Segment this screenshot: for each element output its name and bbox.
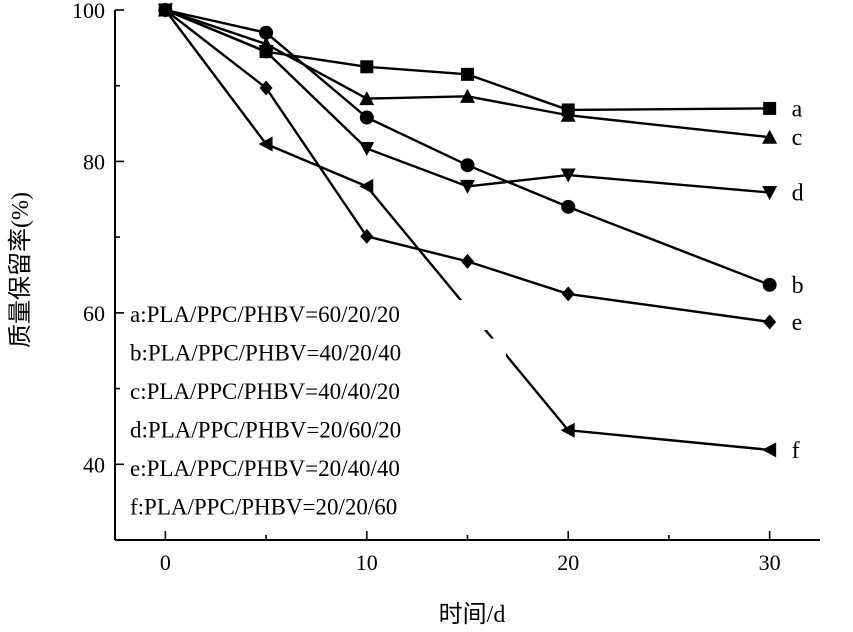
data-point-d: [460, 179, 475, 194]
legend-background: [126, 377, 506, 407]
data-point-b: [460, 158, 475, 173]
data-point-b: [762, 277, 777, 292]
data-point-b: [359, 110, 374, 125]
x-axis-title: 时间/d: [439, 601, 506, 628]
series-f: f: [157, 2, 800, 464]
data-point-f: [258, 136, 273, 152]
data-point-d: [762, 185, 778, 200]
data-point-e: [360, 228, 374, 244]
data-point-d: [258, 45, 274, 60]
legend-entry-d: d:PLA/PPC/PHBV=20/60/20: [130, 418, 401, 443]
y-tick-label: 40: [83, 452, 105, 477]
data-point-e: [461, 253, 474, 269]
y-axis-title: 质量保留率(%): [7, 192, 34, 348]
series-label-b: b: [792, 273, 804, 299]
series-line-b: [165, 8, 771, 286]
y-tick-label: 60: [83, 301, 105, 326]
series-label-e: e: [792, 310, 803, 336]
series-label-c: c: [792, 125, 803, 151]
legend-background: [126, 338, 506, 369]
data-point-f: [157, 2, 172, 18]
data-point-b: [259, 25, 274, 40]
legend-entry-c: c:PLA/PPC/PHBV=40/40/20: [130, 379, 400, 404]
x-tick-label: 20: [557, 550, 579, 575]
data-point-c: [460, 88, 475, 103]
data-point-e: [561, 286, 575, 302]
data-point-a: [360, 60, 374, 74]
series-group: a b c d e f: [157, 2, 804, 464]
series-line-c: [164, 8, 770, 139]
data-point-d: [359, 142, 375, 157]
series-label-f: f: [792, 438, 800, 464]
y-tick-label: 80: [83, 149, 105, 174]
legend-entry-a: a:PLA/PPC/PHBV=60/20/20: [130, 302, 400, 327]
legend-background: [126, 492, 506, 523]
legend-entry-f: f:PLA/PPC/PHBV=20/20/60: [130, 495, 397, 520]
series-line-d: [164, 8, 770, 194]
legend: a:PLA/PPC/PHBV=60/20/20 b:PLA/PPC/PHBV=40…: [126, 300, 506, 523]
legend-entry-b: b:PLA/PPC/PHBV=40/20/40: [130, 341, 401, 366]
x-tick-label: 30: [759, 550, 781, 575]
data-point-f: [762, 442, 777, 458]
data-point-f: [560, 422, 575, 438]
data-point-e: [259, 80, 273, 96]
series-label-a: a: [792, 96, 803, 122]
legend-entry-e: e:PLA/PPC/PHBV=20/40/40: [130, 456, 400, 481]
x-tick-label: 10: [356, 550, 378, 575]
series-label-d: d: [792, 180, 804, 206]
axes: 0 10 20 30 40 60 80 100: [72, 0, 820, 575]
data-point-f: [359, 178, 374, 194]
data-point-c: [359, 91, 375, 106]
data-point-e: [763, 314, 777, 330]
legend-background: [126, 454, 506, 484]
series-c: c: [157, 2, 803, 151]
data-point-c: [560, 107, 576, 122]
legend-background: [126, 300, 506, 330]
series-d: d: [157, 3, 804, 206]
data-point-d: [560, 168, 576, 183]
series-a: a: [158, 3, 803, 122]
data-point-a: [461, 67, 474, 81]
legend-background: [126, 415, 506, 446]
series-e: e: [158, 2, 803, 336]
x-tick-label: 0: [160, 550, 171, 575]
data-point-c: [762, 129, 778, 144]
data-point-a: [763, 101, 777, 115]
data-point-b: [561, 199, 576, 214]
y-tick-label: 100: [72, 0, 105, 23]
